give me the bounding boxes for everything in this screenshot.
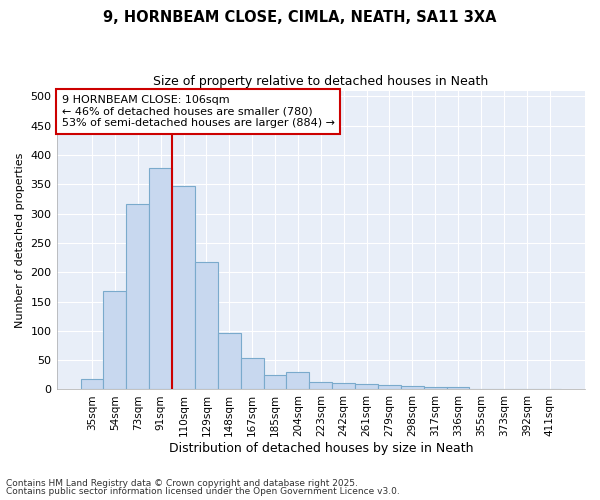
Bar bbox=[446, 387, 469, 390]
Bar bbox=[195, 262, 218, 390]
Text: 9 HORNBEAM CLOSE: 106sqm
← 46% of detached houses are smaller (780)
53% of semi-: 9 HORNBEAM CLOSE: 106sqm ← 46% of detach… bbox=[62, 95, 335, 128]
Bar bbox=[310, 382, 332, 390]
X-axis label: Distribution of detached houses by size in Neath: Distribution of detached houses by size … bbox=[169, 442, 473, 455]
Bar bbox=[80, 379, 103, 390]
Bar bbox=[401, 386, 424, 390]
Bar bbox=[286, 372, 310, 390]
Text: Contains HM Land Registry data © Crown copyright and database right 2025.: Contains HM Land Registry data © Crown c… bbox=[6, 478, 358, 488]
Bar bbox=[469, 389, 493, 390]
Text: Contains public sector information licensed under the Open Government Licence v3: Contains public sector information licen… bbox=[6, 487, 400, 496]
Text: 9, HORNBEAM CLOSE, CIMLA, NEATH, SA11 3XA: 9, HORNBEAM CLOSE, CIMLA, NEATH, SA11 3X… bbox=[103, 10, 497, 25]
Bar bbox=[218, 332, 241, 390]
Bar bbox=[241, 358, 263, 390]
Bar bbox=[378, 385, 401, 390]
Bar bbox=[538, 389, 561, 390]
Bar bbox=[424, 386, 446, 390]
Bar bbox=[355, 384, 378, 390]
Bar bbox=[172, 186, 195, 390]
Bar bbox=[515, 389, 538, 390]
Bar bbox=[127, 204, 149, 390]
Bar bbox=[149, 168, 172, 390]
Bar bbox=[103, 291, 127, 390]
Bar bbox=[263, 375, 286, 390]
Y-axis label: Number of detached properties: Number of detached properties bbox=[15, 152, 25, 328]
Bar bbox=[332, 383, 355, 390]
Title: Size of property relative to detached houses in Neath: Size of property relative to detached ho… bbox=[153, 75, 488, 88]
